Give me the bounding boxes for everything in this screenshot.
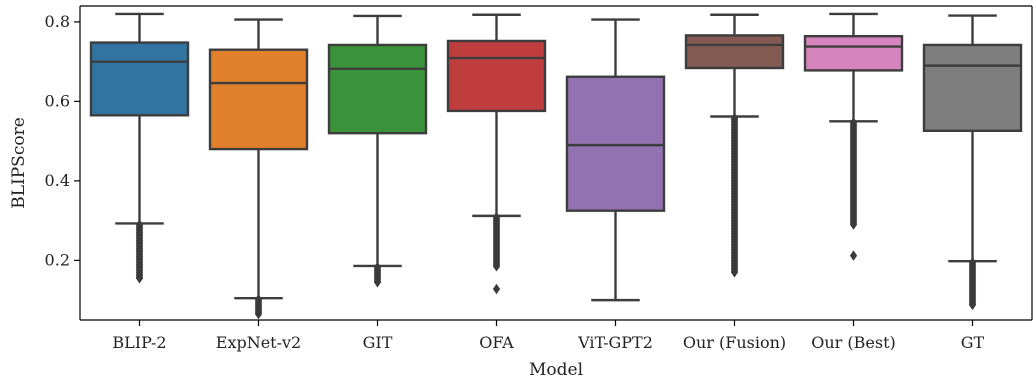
box-git-outlier (373, 277, 382, 288)
box-our-fusion (684, 34, 785, 70)
box-ofa-outlier (492, 283, 501, 295)
y-tick-label: 0.8 (45, 12, 70, 31)
box-expnet-v2 (208, 48, 309, 151)
box-vit-gpt2 (565, 75, 666, 212)
y-tick-label: 0.2 (45, 250, 70, 269)
y-tick-label: 0.4 (45, 171, 70, 190)
x-tick-label: Our (Best) (811, 333, 896, 352)
y-tick-label: 0.6 (45, 91, 70, 110)
box-git (327, 43, 428, 135)
box-our-best-outlier (849, 219, 858, 230)
x-tick-label: OFA (479, 333, 514, 352)
x-tick-label: Our (Fusion) (683, 333, 786, 352)
box-our-fusion-outlier (730, 267, 739, 278)
x-axis-label: Model (529, 360, 583, 380)
box-blip-2-outlier (135, 273, 144, 284)
x-tick-label: GT (961, 333, 985, 352)
x-tick-label: ViT-GPT2 (577, 333, 653, 352)
box-blip-2 (89, 41, 190, 117)
x-tick-label: ExpNet-v2 (216, 333, 301, 352)
box-ofa-outlier (492, 261, 501, 272)
box-gt-outlier (968, 299, 977, 311)
y-axis-label: BLIPScore (9, 117, 29, 209)
box-expnet-v2-outlier (254, 308, 263, 320)
box-gt (922, 43, 1023, 133)
box-our-best (803, 35, 904, 72)
x-tick-label: BLIP-2 (112, 333, 166, 352)
box-our-best-outlier (849, 250, 858, 261)
box-ofa (446, 39, 547, 113)
x-tick-label: GIT (363, 333, 393, 352)
